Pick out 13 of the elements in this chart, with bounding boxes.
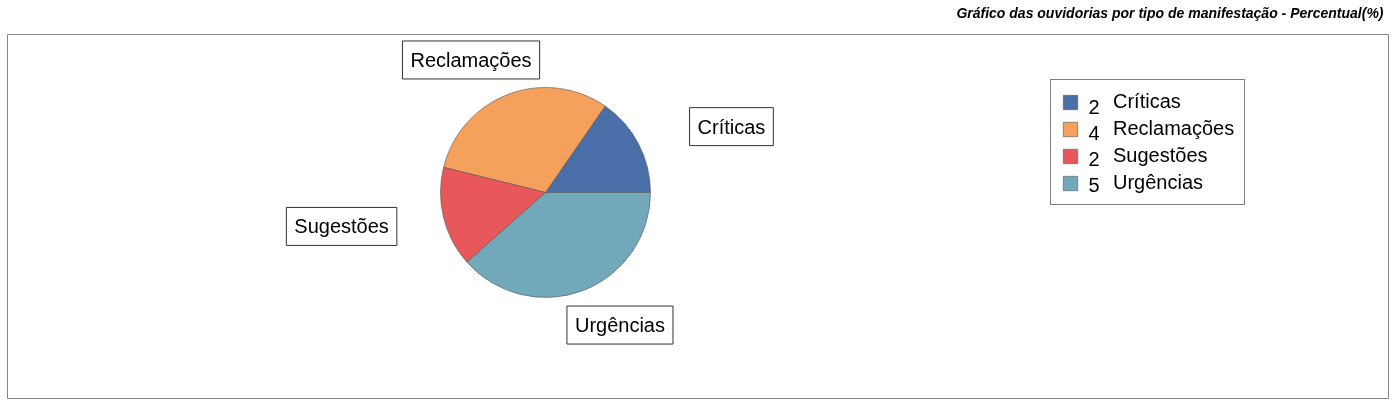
data-label: 2 (1088, 147, 1100, 170)
slice-label: Sugestões (294, 215, 389, 238)
data-label: 4 (1088, 121, 1100, 144)
slice-label: Urgências (574, 314, 665, 337)
slice-label: Críticas (697, 115, 766, 138)
legend-label: Reclamações (1113, 117, 1235, 140)
legend-label: Urgências (1113, 171, 1204, 194)
data-label: 2 (1088, 95, 1100, 118)
chart-title: Gráfico das ouvidorias por tipo de manifestação - Percentual(%) (956, 4, 1384, 21)
legend-label: Críticas (1113, 90, 1181, 113)
slice-label: Reclamações (410, 48, 532, 71)
data-label: 5 (1088, 173, 1100, 196)
legend-label: Sugestões (1113, 144, 1208, 167)
